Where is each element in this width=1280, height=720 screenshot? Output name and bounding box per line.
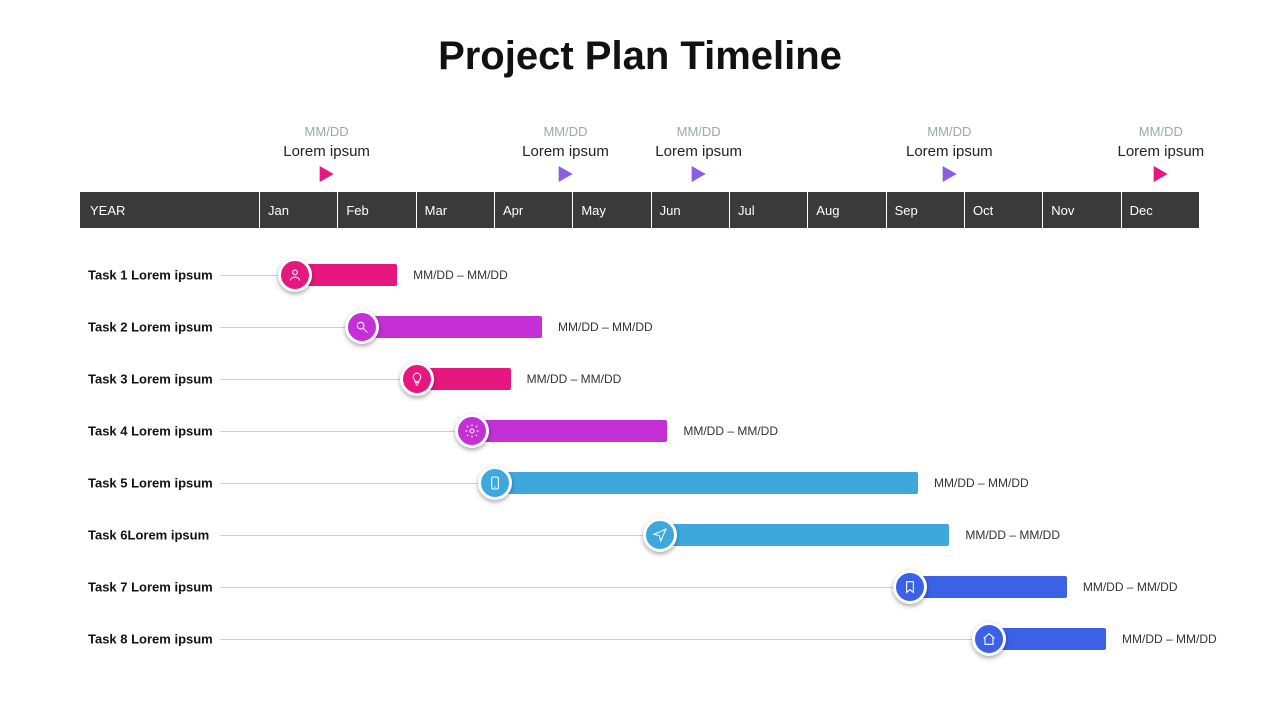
- gear-icon: [455, 414, 489, 448]
- send-icon: [643, 518, 677, 552]
- task-row-5: Task 6Lorem ipsum MM/DD – MM/DD: [0, 520, 1280, 550]
- milestone-arrow-icon: [558, 166, 572, 182]
- task-bar: [495, 472, 918, 494]
- task-label: Task 7 Lorem ipsum: [88, 580, 213, 595]
- month-header-jan: Jan: [260, 192, 338, 228]
- user-icon: [278, 258, 312, 292]
- guide-line: [220, 431, 472, 432]
- month-header-nov: Nov: [1043, 192, 1121, 228]
- month-header-jul: Jul: [730, 192, 808, 228]
- task-row-0: Task 1 Lorem ipsum MM/DD – MM/DD: [0, 260, 1280, 290]
- milestone-date: MM/DD: [283, 124, 370, 139]
- task-bar: [362, 316, 542, 338]
- month-header-sep: Sep: [887, 192, 965, 228]
- task-date-range: MM/DD – MM/DD: [1083, 580, 1178, 594]
- month-header-feb: Feb: [338, 192, 416, 228]
- task-label: Task 5 Lorem ipsum: [88, 476, 213, 491]
- page-title: Project Plan Timeline: [0, 34, 1280, 79]
- task-date-range: MM/DD – MM/DD: [683, 424, 778, 438]
- guide-line: [220, 587, 910, 588]
- milestone-label: Lorem ipsum: [906, 143, 993, 160]
- guide-line: [220, 379, 417, 380]
- task-row-7: Task 8 Lorem ipsum MM/DD – MM/DD: [0, 624, 1280, 654]
- task-label: Task 6Lorem ipsum: [88, 528, 209, 543]
- phone-icon: [478, 466, 512, 500]
- milestone-date: MM/DD: [1117, 124, 1204, 139]
- bookmark-icon: [893, 570, 927, 604]
- milestone-label: Lorem ipsum: [522, 143, 609, 160]
- task-date-range: MM/DD – MM/DD: [558, 320, 653, 334]
- milestone-date: MM/DD: [655, 124, 742, 139]
- task-label: Task 3 Lorem ipsum: [88, 372, 213, 387]
- month-header-jun: Jun: [652, 192, 730, 228]
- guide-line: [220, 327, 362, 328]
- task-date-range: MM/DD – MM/DD: [527, 372, 622, 386]
- milestone-0: MM/DD Lorem ipsum: [283, 124, 370, 182]
- bulb-icon: [400, 362, 434, 396]
- milestone-arrow-icon: [942, 166, 956, 182]
- task-row-4: Task 5 Lorem ipsum MM/DD – MM/DD: [0, 468, 1280, 498]
- task-bar: [910, 576, 1067, 598]
- milestone-date: MM/DD: [906, 124, 993, 139]
- milestone-label: Lorem ipsum: [1117, 143, 1204, 160]
- task-row-2: Task 3 Lorem ipsum MM/DD – MM/DD: [0, 364, 1280, 394]
- task-row-1: Task 2 Lorem ipsum MM/DD – MM/DD: [0, 312, 1280, 342]
- month-header-dec: Dec: [1122, 192, 1200, 228]
- task-label: Task 8 Lorem ipsum: [88, 632, 213, 647]
- guide-line: [220, 483, 495, 484]
- guide-line: [220, 535, 660, 536]
- task-label: Task 1 Lorem ipsum: [88, 268, 213, 283]
- task-bar: [472, 420, 668, 442]
- task-bar: [989, 628, 1107, 650]
- task-label: Task 2 Lorem ipsum: [88, 320, 213, 335]
- month-header-aug: Aug: [808, 192, 886, 228]
- home-icon: [972, 622, 1006, 656]
- task-label: Task 4 Lorem ipsum: [88, 424, 213, 439]
- task-date-range: MM/DD – MM/DD: [934, 476, 1029, 490]
- milestone-label: Lorem ipsum: [283, 143, 370, 160]
- guide-line: [220, 639, 989, 640]
- milestone-arrow-icon: [320, 166, 334, 182]
- task-row-6: Task 7 Lorem ipsum MM/DD – MM/DD: [0, 572, 1280, 602]
- milestone-2: MM/DD Lorem ipsum: [655, 124, 742, 182]
- month-header-mar: Mar: [417, 192, 495, 228]
- task-date-range: MM/DD – MM/DD: [413, 268, 508, 282]
- month-header-oct: Oct: [965, 192, 1043, 228]
- task-bar: [660, 524, 950, 546]
- month-header-may: May: [573, 192, 651, 228]
- timeline-header: YEAR JanFebMarAprMayJunJulAugSepOctNovDe…: [80, 192, 1200, 228]
- search-icon: [345, 310, 379, 344]
- milestone-4: MM/DD Lorem ipsum: [1117, 124, 1204, 182]
- month-header-apr: Apr: [495, 192, 573, 228]
- milestone-3: MM/DD Lorem ipsum: [906, 124, 993, 182]
- task-date-range: MM/DD – MM/DD: [1122, 632, 1217, 646]
- milestone-arrow-icon: [692, 166, 706, 182]
- milestone-arrow-icon: [1154, 166, 1168, 182]
- year-column-header: YEAR: [80, 192, 260, 228]
- milestone-1: MM/DD Lorem ipsum: [522, 124, 609, 182]
- task-row-3: Task 4 Lorem ipsum MM/DD – MM/DD: [0, 416, 1280, 446]
- milestone-label: Lorem ipsum: [655, 143, 742, 160]
- task-date-range: MM/DD – MM/DD: [965, 528, 1060, 542]
- milestone-date: MM/DD: [522, 124, 609, 139]
